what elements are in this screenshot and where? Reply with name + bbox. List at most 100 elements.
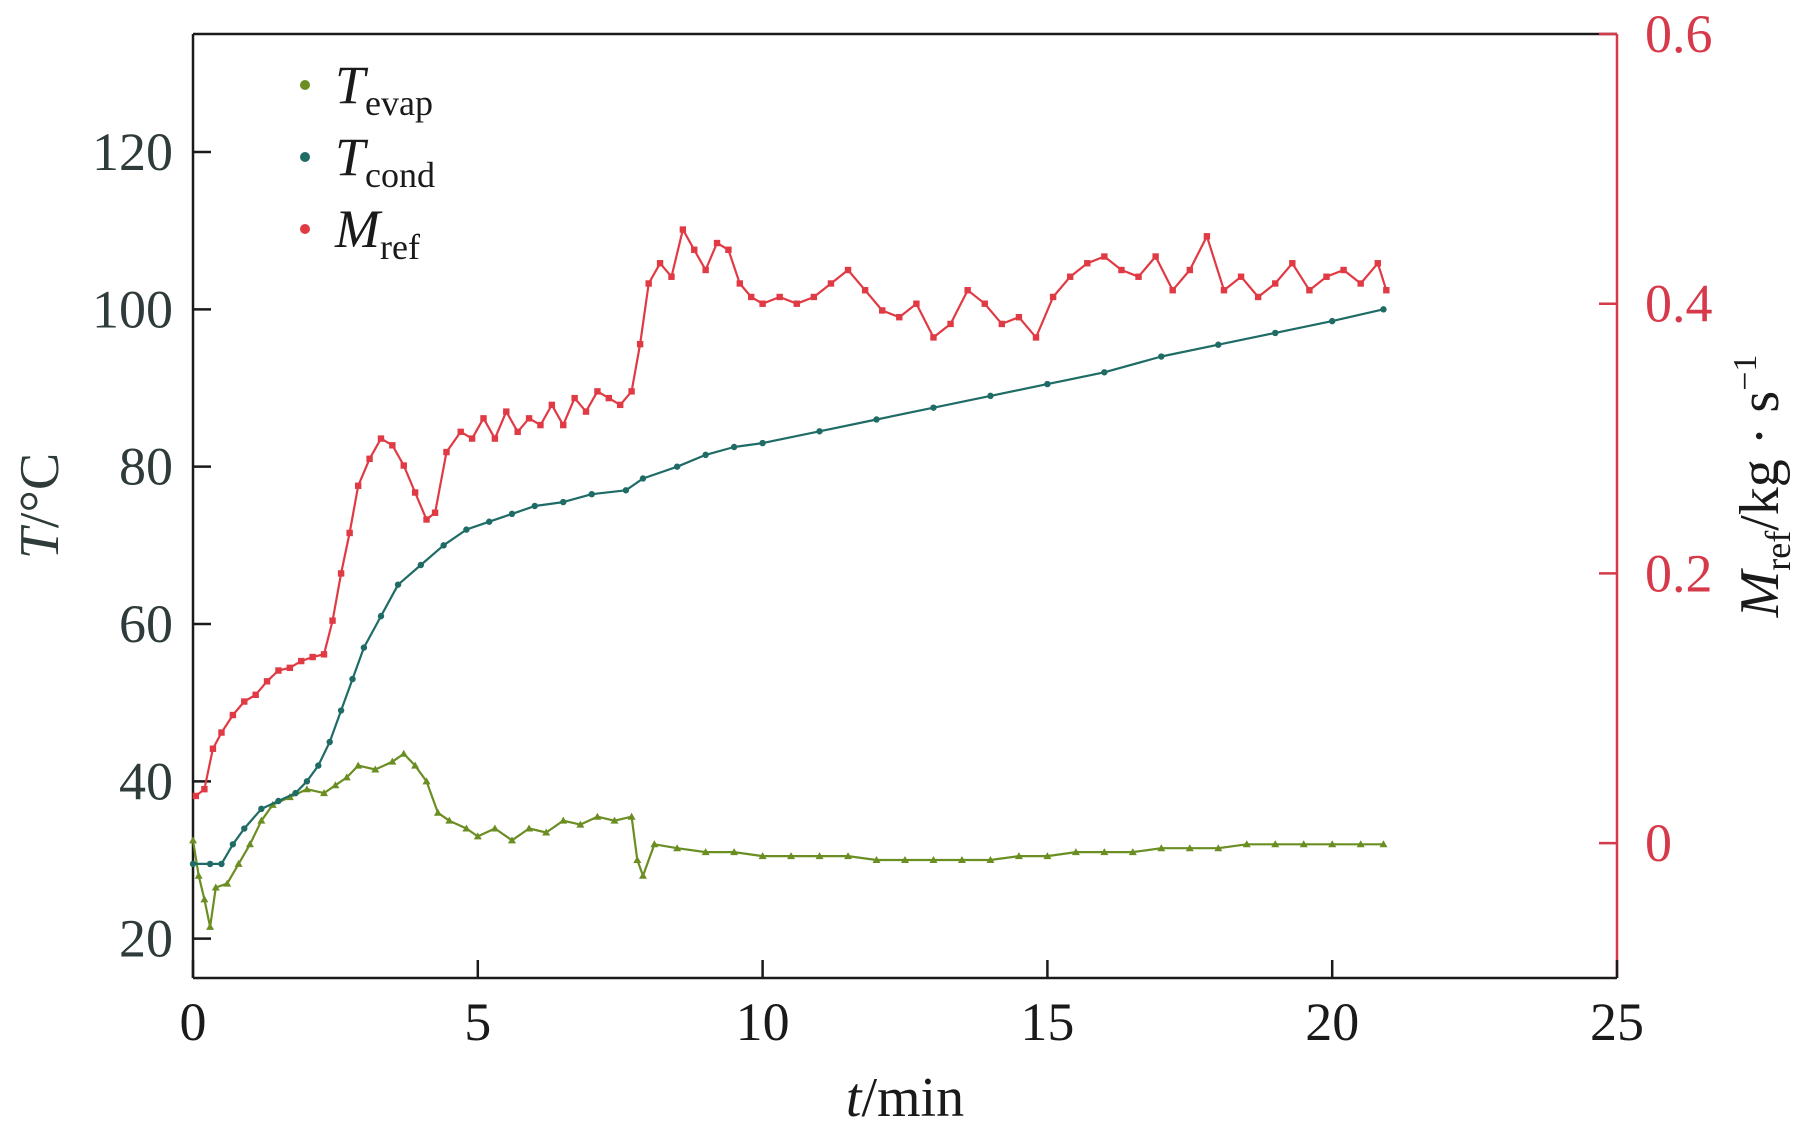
data-point-evap [650, 840, 659, 848]
left-axis-tick-label: 60 [119, 594, 173, 654]
data-point-ref [411, 489, 419, 496]
data-point-evap [957, 856, 966, 863]
data-point-ref [861, 287, 869, 294]
series-line-cond [193, 308, 1384, 865]
data-point-ref [776, 293, 783, 301]
data-point-cond [873, 416, 880, 423]
legend-marker-ref [300, 224, 310, 234]
data-point-cond [485, 518, 493, 525]
data-point-ref [725, 246, 732, 253]
legend-label-var: M [334, 199, 383, 259]
legend-label-evap: Tevap [335, 55, 433, 123]
data-point-ref [241, 698, 248, 705]
data-point-evap [194, 871, 203, 879]
data-point-ref [275, 667, 282, 674]
data-point-cond [337, 707, 345, 714]
legend-marker-evap [300, 80, 310, 90]
right-y-axis-title-sub: ref [1758, 531, 1798, 571]
data-point-evap [627, 812, 636, 820]
data-point-ref [1015, 314, 1023, 321]
data-point-ref [1374, 260, 1381, 267]
data-point-ref [389, 442, 396, 449]
data-point-evap [559, 816, 568, 824]
legend-label-var: T [335, 127, 369, 187]
legend-label-var: T [335, 55, 369, 115]
data-point-evap [490, 824, 499, 832]
data-point-ref [1357, 280, 1364, 287]
data-point-cond [258, 805, 265, 813]
data-point-cond [816, 428, 823, 435]
data-point-ref [337, 570, 345, 577]
data-point-ref [1032, 334, 1040, 341]
data-point-cond [622, 487, 630, 494]
data-point-cond [377, 612, 385, 620]
data-point-evap [844, 852, 853, 860]
plot-frame [193, 32, 1617, 980]
data-point-evap [633, 856, 642, 863]
right-axis-tick-label: 0.2 [1645, 543, 1713, 603]
data-point-cond [1101, 369, 1108, 376]
data-point-ref [844, 266, 852, 274]
data-point-evap [223, 879, 232, 887]
data-point-evap [673, 844, 682, 852]
data-point-evap [245, 840, 254, 848]
data-point-ref [668, 273, 675, 280]
data-point-cond [560, 498, 567, 506]
data-point-evap [422, 777, 431, 785]
data-point-ref [423, 516, 430, 523]
data-point-ref [1101, 253, 1108, 260]
data-point-cond [292, 789, 299, 797]
data-point-evap [1157, 844, 1166, 852]
data-point-cond [315, 762, 322, 769]
x-axis-tick-label: 20 [1305, 992, 1359, 1052]
data-point-cond [206, 860, 214, 868]
data-point-ref [748, 293, 755, 301]
data-point-evap [638, 871, 647, 879]
data-point-evap [1271, 840, 1280, 848]
x-axis-tick-label: 10 [736, 992, 790, 1052]
data-point-evap [1185, 844, 1194, 852]
data-point-evap [206, 922, 215, 930]
data-point-ref [1169, 287, 1176, 294]
data-point-cond [1158, 353, 1165, 360]
left-y-axis-title-var: T [9, 524, 71, 559]
data-point-ref [1049, 293, 1057, 301]
data-point-ref [679, 226, 687, 233]
left-axis-tick-label: 40 [119, 751, 173, 811]
data-point-cond [360, 644, 368, 651]
data-point-cond [639, 475, 647, 482]
data-point-ref [525, 415, 533, 422]
data-point-evap [901, 856, 909, 863]
data-point-ref [736, 280, 744, 287]
right-y-axis-title: Mref/kg · s−1 [1727, 355, 1798, 619]
right-y-axis-title-var: M [1729, 567, 1791, 618]
x-axis-tick-label: 5 [464, 992, 491, 1052]
data-point-ref [514, 428, 521, 436]
data-point-evap [1100, 848, 1109, 856]
data-point-evap [189, 836, 197, 844]
data-point-ref [286, 664, 294, 672]
data-point-ref [431, 509, 439, 516]
data-point-ref [1340, 266, 1347, 274]
data-point-evap [1379, 840, 1388, 848]
data-point-cond [531, 502, 538, 510]
left-axis-tick-label: 20 [119, 909, 173, 969]
data-point-cond [1044, 380, 1051, 388]
data-point-cond [1329, 317, 1336, 325]
data-point-ref [309, 653, 316, 661]
right-y-axis-title-unit: /kg · s [1729, 391, 1791, 531]
data-point-ref [998, 320, 1006, 328]
data-point-cond [759, 439, 766, 447]
series-evap [189, 749, 1388, 930]
data-point-ref [691, 246, 698, 253]
data-point-ref [981, 300, 988, 307]
data-point-cond [673, 463, 681, 470]
data-point-evap [576, 820, 585, 828]
data-point-cond [440, 542, 447, 549]
series-layer [189, 226, 1390, 930]
data-point-ref [1186, 266, 1193, 274]
x-axis-tick-label: 0 [180, 992, 207, 1052]
data-point-evap [593, 812, 602, 820]
